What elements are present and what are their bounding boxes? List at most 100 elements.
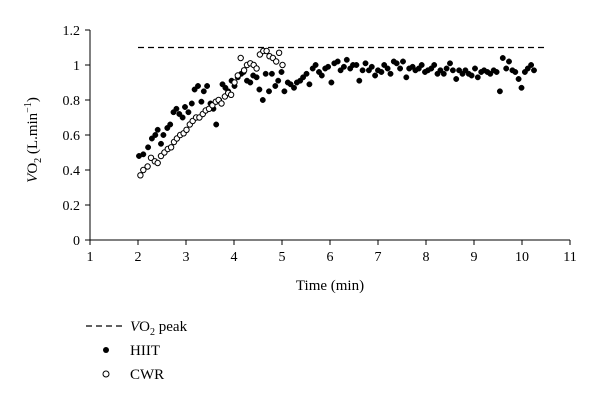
hiit-point bbox=[200, 88, 207, 95]
hiit-point bbox=[306, 81, 313, 88]
cwr-point bbox=[218, 100, 225, 107]
hiit-point bbox=[440, 70, 447, 77]
cwr-point bbox=[275, 49, 283, 56]
hiit-point bbox=[453, 76, 460, 82]
hiit-point bbox=[291, 84, 297, 91]
hiit-point bbox=[503, 65, 510, 72]
x-tick-label: 2 bbox=[135, 250, 142, 265]
hiit-point bbox=[418, 62, 425, 68]
hiit-point bbox=[185, 109, 192, 116]
x-tick-label: 8 bbox=[423, 250, 430, 265]
hiit-point bbox=[195, 83, 201, 89]
hiit-point bbox=[266, 88, 272, 95]
hiit-point bbox=[472, 65, 478, 72]
tick-labels: 1 2 3 4 5 6 7 8 9 10 11 0 0.2 0.4 0.6 0.8 1 1.2 bbox=[63, 24, 577, 265]
cwr-point bbox=[279, 61, 286, 69]
hiit-point bbox=[259, 97, 266, 103]
y-tick-label: 0 bbox=[73, 234, 80, 249]
hiit-point bbox=[198, 98, 205, 105]
cwr-point bbox=[234, 72, 242, 79]
series-hiit bbox=[136, 55, 537, 159]
hiit-point bbox=[431, 62, 438, 68]
hiit-point bbox=[515, 76, 522, 82]
hiit-point bbox=[173, 105, 180, 112]
hiit-point bbox=[318, 72, 325, 79]
hiit-point bbox=[281, 88, 288, 95]
legend: VO2 peak HIIT CWR bbox=[86, 319, 188, 383]
legend-swatch-hiit bbox=[103, 347, 109, 353]
hiit-point bbox=[275, 77, 282, 84]
hiit-point bbox=[362, 60, 369, 67]
cwr-point bbox=[144, 163, 151, 170]
hiit-point bbox=[334, 58, 341, 65]
hiit-point bbox=[340, 63, 347, 70]
legend-label-cwr: CWR bbox=[130, 367, 164, 383]
x-tick-label: 5 bbox=[279, 250, 286, 265]
x-axis-title: Time (min) bbox=[296, 278, 364, 294]
y-tick-label: 1.2 bbox=[63, 24, 81, 39]
hiit-point bbox=[356, 77, 363, 84]
hiit-point bbox=[268, 70, 275, 77]
hiit-point bbox=[403, 74, 410, 81]
x-tick-label: 6 bbox=[327, 250, 334, 265]
hiit-point bbox=[400, 58, 406, 65]
cwr-point bbox=[240, 67, 248, 74]
legend-label-hiit: HIIT bbox=[130, 343, 160, 359]
cwr-point bbox=[231, 79, 238, 86]
hiit-point bbox=[188, 100, 195, 107]
hiit-point bbox=[393, 60, 400, 67]
hiit-point bbox=[496, 88, 503, 95]
hiit-point bbox=[213, 121, 220, 128]
hiit-point bbox=[528, 62, 535, 68]
hiit-point bbox=[381, 62, 388, 68]
hiit-point bbox=[449, 67, 456, 74]
x-tick-label: 7 bbox=[375, 250, 382, 265]
hiit-point bbox=[191, 86, 198, 93]
x-tick-label: 9 bbox=[471, 250, 478, 265]
x-tick-label: 1 bbox=[87, 250, 94, 265]
hiit-point bbox=[179, 114, 186, 121]
hiit-point bbox=[328, 79, 335, 86]
hiit-point bbox=[378, 69, 385, 75]
hiit-point bbox=[154, 126, 161, 133]
hiit-point bbox=[506, 58, 512, 65]
hiit-point bbox=[493, 69, 500, 75]
hiit-point bbox=[300, 74, 307, 81]
hiit-point bbox=[397, 65, 404, 72]
y-tick-label: 1 bbox=[73, 59, 80, 74]
hiit-point bbox=[247, 79, 254, 86]
hiit-point bbox=[325, 63, 332, 70]
hiit-point bbox=[443, 65, 450, 72]
cwr-point bbox=[273, 58, 280, 65]
hiit-point bbox=[468, 72, 475, 79]
hiit-point bbox=[456, 67, 463, 74]
hiit-point bbox=[353, 62, 360, 68]
legend-label-vo2-peak: VO2 peak bbox=[130, 319, 188, 338]
hiit-point bbox=[512, 69, 519, 75]
hiit-point bbox=[253, 74, 260, 81]
hiit-point bbox=[145, 144, 152, 151]
hiit-point bbox=[140, 151, 147, 158]
hiit-point bbox=[387, 70, 394, 77]
hiit-point bbox=[499, 55, 506, 61]
hiit-point bbox=[359, 67, 366, 74]
hiit-point bbox=[148, 135, 155, 142]
y-axis-title: VO2 (L.min−1) bbox=[23, 97, 44, 183]
hiit-point bbox=[158, 140, 164, 147]
hiit-point bbox=[518, 84, 525, 91]
x-tick-label: 10 bbox=[515, 250, 529, 265]
legend-swatch-cwr bbox=[102, 370, 110, 378]
cwr-point bbox=[263, 47, 270, 55]
hiit-point bbox=[182, 104, 188, 110]
y-tick-label: 0.4 bbox=[63, 164, 81, 179]
hiit-point bbox=[343, 56, 350, 63]
hiit-point bbox=[437, 67, 444, 74]
cwr-point bbox=[137, 172, 144, 179]
x-tick-label: 3 bbox=[183, 250, 190, 265]
hiit-point bbox=[152, 132, 159, 138]
tick-marks bbox=[85, 29, 571, 245]
hiit-point bbox=[272, 83, 279, 89]
hiit-point bbox=[256, 86, 263, 93]
hiit-point bbox=[204, 83, 211, 89]
